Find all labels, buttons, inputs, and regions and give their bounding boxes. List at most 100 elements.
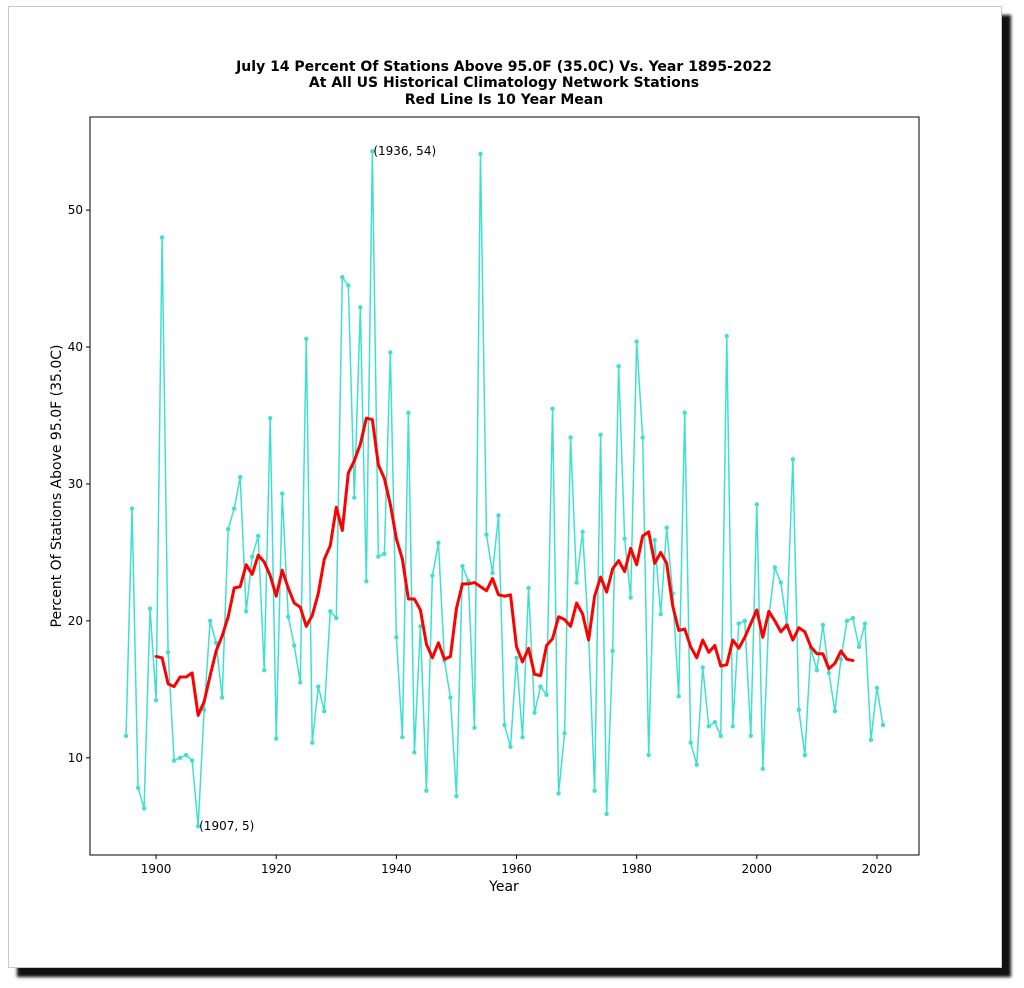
data-point [412,750,417,755]
data-point [592,788,597,793]
data-point [484,532,489,537]
data-point [159,235,165,240]
y-tick-label: 40 [68,340,83,354]
data-point [382,551,387,556]
data-point [700,665,705,670]
data-point [135,785,141,791]
data-point [304,336,309,342]
data-point [394,635,399,640]
data-point [574,580,579,585]
data-point [508,744,513,750]
data-point [171,758,177,763]
data-point [460,563,465,569]
data-point [514,655,519,661]
data-point [814,667,820,673]
data-point [328,609,333,614]
data-point [201,707,207,713]
data-point [682,410,687,415]
data-point [448,695,453,700]
y-tick-label: 50 [68,203,83,217]
data-point [129,506,135,511]
data-point [316,684,321,689]
x-tick-label: 2000 [742,862,773,876]
data-point [526,585,531,591]
data-point [231,506,237,511]
data-point [820,622,826,628]
plot-area [89,116,920,856]
data-point [243,609,249,614]
data-point [556,791,561,796]
chart-title: July 14 Percent Of Stations Above 95.0F … [235,59,772,108]
x-axis-label: Year [488,879,519,895]
y-tick-label: 30 [68,477,83,491]
data-point [219,695,225,700]
x-tick-label: 1920 [261,862,292,876]
data-point [550,406,555,411]
data-point [874,685,880,691]
x-axis: 1900 1920 1940 1960 1980 2000 2020 [141,855,892,876]
data-point [454,793,459,799]
x-tick-label: 1900 [141,862,172,876]
data-point [688,740,693,745]
data-point [838,657,844,662]
data-point [598,432,603,437]
chart-title-line-3: Red Line Is 10 Year Mean [405,92,603,108]
data-point [868,737,874,743]
data-point [802,752,808,758]
data-point [207,618,213,624]
data-point [772,565,778,570]
data-point [706,724,711,729]
data-point [562,730,567,736]
data-point [424,788,429,793]
chart-title-line-2: At All US Historical Climatology Network… [309,75,699,91]
data-point [322,709,327,714]
data-point [796,707,802,713]
data-point [856,644,862,650]
data-point [406,410,411,415]
data-point [754,502,760,507]
data-point [376,554,381,559]
data-point [334,615,339,621]
y-tick-label: 20 [68,614,83,628]
data-point [123,733,129,739]
data-point [718,733,723,739]
data-point [778,580,784,585]
data-point [730,724,735,729]
annotation-label: (1907, 5) [199,819,254,833]
data-point [724,333,729,339]
data-point [826,670,832,676]
data-point [544,692,549,698]
data-point [358,305,363,310]
data-point [298,680,303,685]
x-tick-label: 1980 [621,862,652,876]
data-point [712,719,717,725]
data-point [262,667,267,673]
x-tick-label: 1960 [501,862,532,876]
data-point [225,526,231,532]
data-point [736,621,741,626]
data-point [880,722,886,728]
data-point [310,740,315,745]
data-point [147,606,153,611]
data-point [268,416,273,421]
data-point [346,283,351,288]
data-point [213,640,219,645]
data-point [844,618,850,624]
data-point [538,684,543,689]
data-point [760,766,766,771]
data-point [850,615,856,621]
data-point [286,614,291,619]
figure-frame: July 14 Percent Of Stations Above 95.0F … [8,6,1002,968]
data-point [370,149,375,154]
mean-line [154,416,855,717]
data-point [628,595,633,600]
data-point [832,709,838,714]
data-point [256,533,261,539]
data-point [195,824,201,829]
data-point [532,710,537,715]
data-point [280,491,285,496]
chart-title-line-1: July 14 Percent Of Stations Above 95.0F … [235,59,772,75]
data-point [652,537,657,543]
data-point [622,536,627,541]
data-point [436,540,441,546]
